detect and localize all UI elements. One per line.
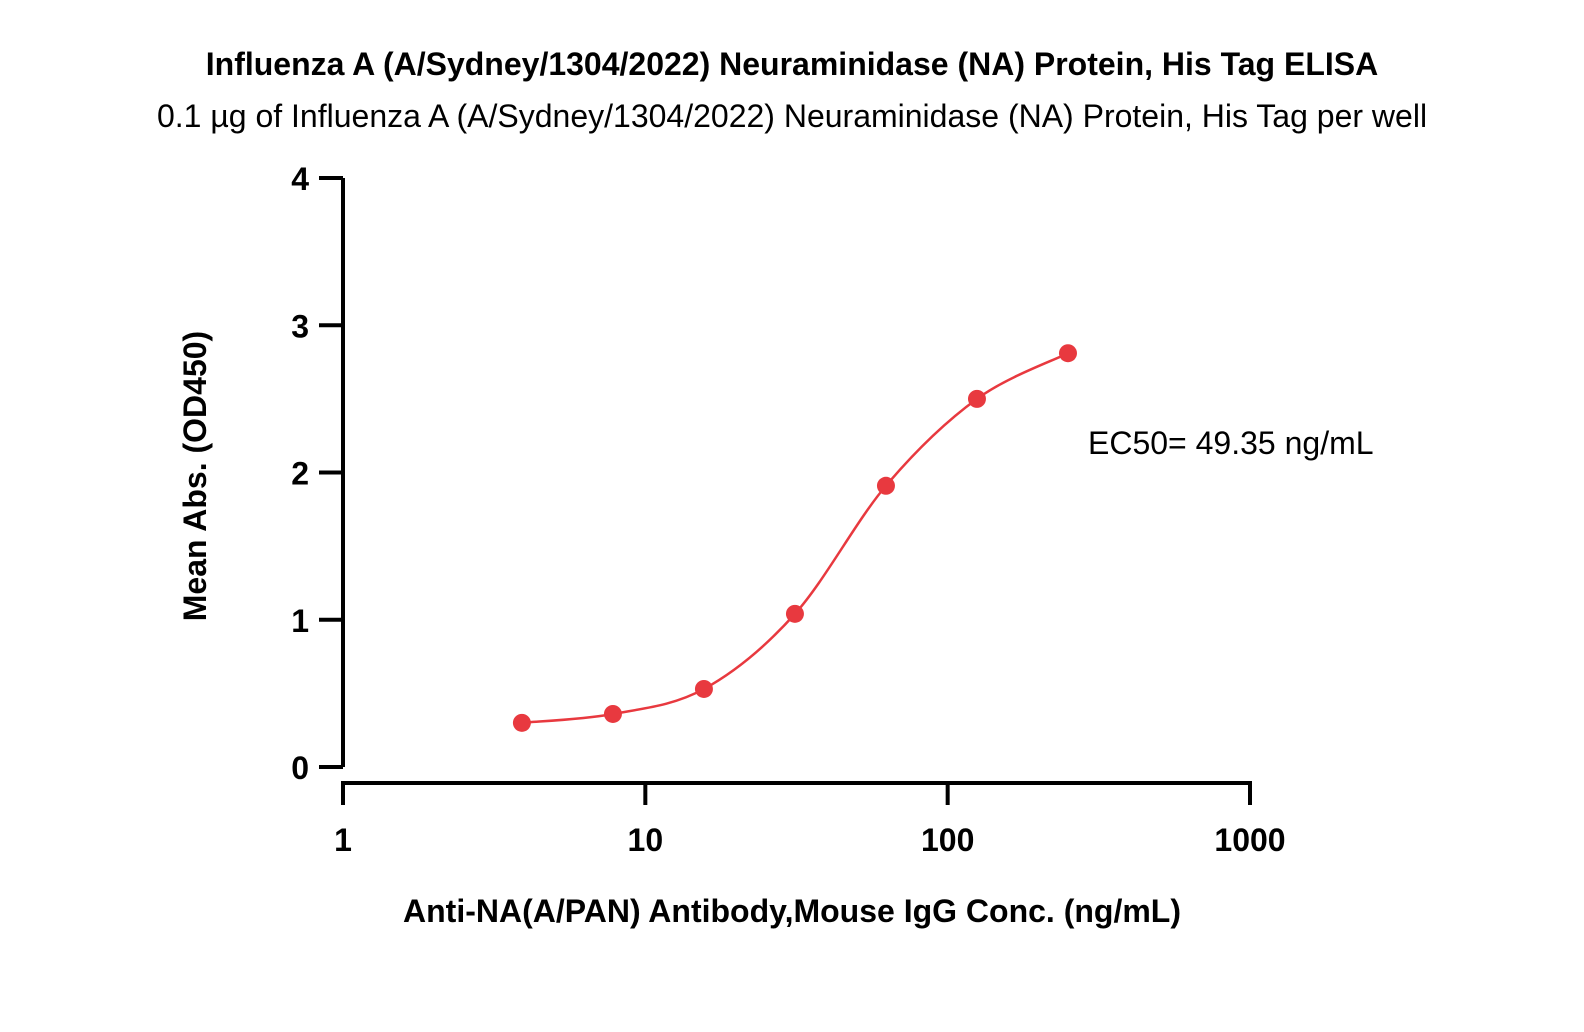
data-point [694,679,713,698]
ec50-annotation: EC50= 49.35 ng/mL [1088,425,1374,461]
fit-curve [521,352,1069,725]
x-tick-label: 1000 [1214,822,1285,858]
data-points-layer [512,344,1077,732]
y-tick-label: 0 [291,750,309,786]
y-tick-label: 3 [291,308,309,344]
y-axis-title: Mean Abs. (OD450) [177,331,213,621]
data-point [876,476,895,495]
data-point [603,704,622,723]
x-axis-title: Anti-NA(A/PAN) Antibody,Mouse IgG Conc. … [403,893,1181,929]
x-tick-label: 1 [334,822,352,858]
data-point [1058,344,1077,363]
data-point [967,389,986,408]
data-point [785,604,804,623]
y-tick-label: 2 [291,456,309,492]
chart-subtitle: 0.1 µg of Influenza A (A/Sydney/1304/202… [156,98,1428,134]
fit-curve-layer [521,352,1069,725]
y-tick-label: 4 [291,161,309,197]
x-tick-label: 100 [921,822,974,858]
chart-title: Influenza A (A/Sydney/1304/2022) Neurami… [205,46,1379,82]
x-tick-label: 10 [628,822,664,858]
data-point [512,713,531,732]
y-tick-label: 1 [291,603,309,639]
